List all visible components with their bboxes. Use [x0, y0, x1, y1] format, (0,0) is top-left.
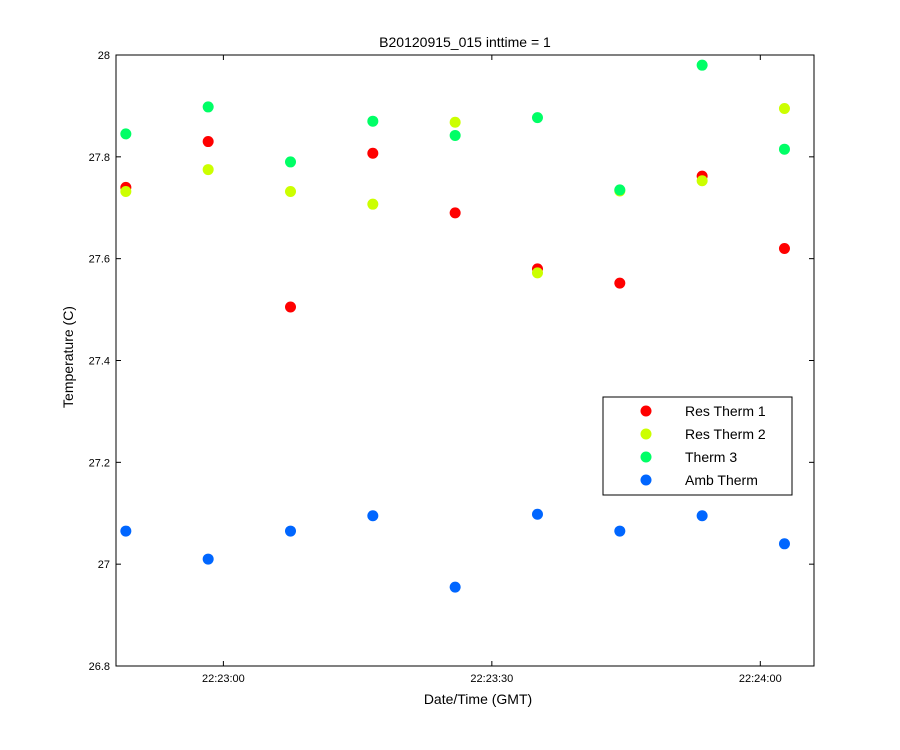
point-amb-therm [614, 525, 626, 537]
y-axis-label: Temperature (C) [60, 306, 76, 408]
data-points [120, 59, 790, 593]
x-tick-label: 22:23:30 [470, 673, 513, 685]
point-therm-3 [531, 112, 543, 124]
point-therm-3 [202, 101, 214, 113]
point-res-therm-1 [202, 136, 214, 148]
point-amb-therm [449, 581, 461, 593]
point-amb-therm [120, 525, 132, 537]
y-axis-ticks: 26.8 27 27.2 27.4 27.6 27.8 28 [89, 50, 814, 673]
point-amb-therm [285, 525, 296, 537]
point-res-therm-1 [285, 301, 296, 313]
legend-label: Amb Therm [685, 472, 758, 488]
point-amb-therm [367, 510, 379, 522]
point-res-therm-2 [120, 185, 132, 197]
point-res-therm-1 [449, 207, 461, 219]
y-tick-label: 27.8 [89, 152, 110, 164]
point-amb-therm [696, 510, 708, 522]
point-res-therm-2 [202, 164, 214, 176]
point-therm-3 [120, 128, 132, 140]
legend-marker [640, 428, 652, 440]
y-tick-label: 26.8 [89, 661, 110, 673]
point-amb-therm [531, 508, 543, 520]
chart-title: B20120915_015 inttime = 1 [379, 34, 551, 50]
legend-box [602, 396, 793, 496]
point-therm-3 [696, 59, 708, 71]
point-therm-3 [778, 143, 790, 155]
point-res-therm-2 [696, 175, 708, 187]
y-tick-label: 27.4 [89, 356, 110, 368]
legend: Res Therm 1 Res Therm 2 Therm 3 Amb Therm [602, 396, 793, 496]
point-res-therm-1 [778, 242, 790, 254]
legend-marker [640, 405, 652, 417]
legend-label: Res Therm 2 [685, 426, 766, 442]
legend-marker [640, 451, 652, 463]
y-tick-label: 27 [98, 559, 110, 571]
point-res-therm-2 [531, 267, 543, 279]
y-tick-label: 27.2 [89, 457, 110, 469]
y-tick-label: 27.6 [89, 254, 110, 266]
point-therm-3 [614, 184, 626, 196]
legend-marker [640, 474, 652, 486]
point-amb-therm [202, 553, 214, 565]
point-therm-3 [367, 115, 379, 127]
y-tick-label: 28 [98, 50, 110, 62]
x-axis-label: Date/Time (GMT) [424, 691, 532, 707]
point-res-therm-2 [778, 102, 790, 114]
x-tick-label: 22:23:00 [202, 673, 245, 685]
point-res-therm-2 [285, 185, 296, 197]
point-amb-therm [778, 538, 790, 550]
point-res-therm-1 [367, 147, 379, 159]
point-res-therm-1 [614, 277, 626, 289]
legend-label: Therm 3 [685, 449, 737, 465]
point-therm-3 [449, 129, 461, 141]
point-res-therm-2 [367, 198, 379, 210]
point-therm-3 [285, 156, 296, 168]
legend-label: Res Therm 1 [685, 403, 766, 419]
point-res-therm-2 [449, 116, 461, 128]
x-tick-label: 22:24:00 [739, 673, 782, 685]
plot-area [115, 54, 815, 667]
x-axis-ticks: 22:23:00 22:23:30 22:24:00 [202, 55, 782, 685]
